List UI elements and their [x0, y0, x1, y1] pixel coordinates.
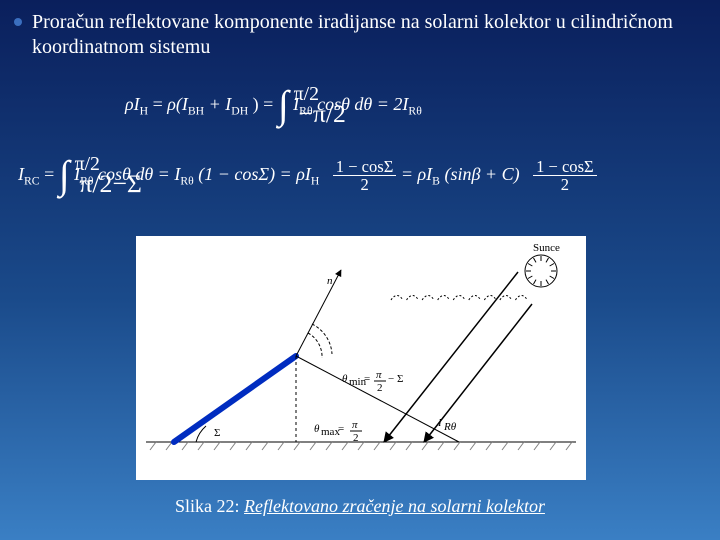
eq2-integral-icon: ∫ π/2 π/2−Σ [59, 160, 70, 192]
eq2-frac2-num: 1 − cosΣ [533, 158, 597, 176]
eq2-frac2: 1 − cosΣ 2 [533, 158, 597, 194]
svg-text:n: n [327, 275, 333, 287]
svg-text:π: π [352, 419, 358, 431]
bullet-text: Proračun reflektovane komponente iradija… [32, 10, 700, 60]
svg-text:π: π [376, 369, 382, 381]
figure-caption: Slika 22: Reflektovano zračenje na solar… [0, 496, 720, 517]
bullet-row: Proračun reflektovane komponente iradija… [14, 10, 700, 60]
figure-reflected-radiation: Suncenθmin=π2 − Σθmax=π2ΣIRθ [136, 236, 586, 480]
eq2-frac2-den: 2 [533, 176, 597, 193]
caption-prefix: Slika 22: [175, 496, 244, 516]
eq2-mid-c: (1 − cosΣ) = ρI [198, 164, 311, 184]
eq1-paren-a: ρ(I [167, 94, 188, 114]
svg-text:− Σ: − Σ [388, 373, 403, 385]
caption-italic: Reflektovano zračenje na solarni kolekto… [244, 496, 545, 516]
eq2-mid-sub: Rθ [180, 175, 193, 188]
eq2-tail-a: = ρI [401, 164, 432, 184]
svg-text:Rθ: Rθ [443, 421, 457, 433]
eq1-integral-icon: ∫ π/2 −π/2 [278, 90, 289, 122]
eq2-frac1-num: 1 − cosΣ [333, 158, 397, 176]
eq1-lhs-sub: H [140, 105, 148, 118]
eq2-lhs-sub: RC [24, 175, 40, 188]
svg-text:θ: θ [342, 373, 348, 385]
eq2-mid-d-sub: H [311, 175, 319, 188]
eq2-tail-sub: B [432, 175, 440, 188]
eq2-space1 [324, 164, 329, 184]
eq1-paren-a-sub: BH [188, 105, 204, 118]
eq2-frac1: 1 − cosΣ 2 [333, 158, 397, 194]
svg-text:2: 2 [377, 382, 383, 394]
svg-text:2: 2 [353, 432, 359, 444]
svg-text:θ: θ [314, 423, 320, 435]
eq1-eqsign: = [153, 94, 168, 114]
eq2-eqsign1: = [44, 164, 59, 184]
svg-text:Σ: Σ [214, 427, 220, 439]
eq2-tail-b: (sinβ + C) [444, 164, 519, 184]
svg-text:=: = [338, 423, 344, 435]
figure-svg: Suncenθmin=π2 − Σθmax=π2ΣIRθ [136, 236, 586, 480]
svg-text:=: = [364, 373, 370, 385]
eq2-int-lower: π/2−Σ [79, 174, 142, 195]
svg-text:Sunce: Sunce [533, 242, 560, 254]
equation-1: ρIH = ρ(IBH + IDH ) = ∫ π/2 −π/2 IRθ cos… [125, 90, 595, 122]
eq1-lhs: ρI [125, 94, 140, 114]
eq1-paren-b-sub: DH [231, 105, 248, 118]
eq1-paren-close: ) = [253, 94, 278, 114]
eq1-int-lower: −π/2 [298, 104, 346, 125]
equation-2: IRC = ∫ π/2 π/2−Σ IRθ cosθ dθ = IRθ (1 −… [18, 158, 710, 194]
eq2-space2 [524, 164, 529, 184]
eq1-paren-plus: + I [209, 94, 232, 114]
eq1-rhs-sub: Rθ [408, 105, 421, 118]
bullet-icon [14, 18, 22, 26]
eq2-frac1-den: 2 [333, 176, 397, 193]
